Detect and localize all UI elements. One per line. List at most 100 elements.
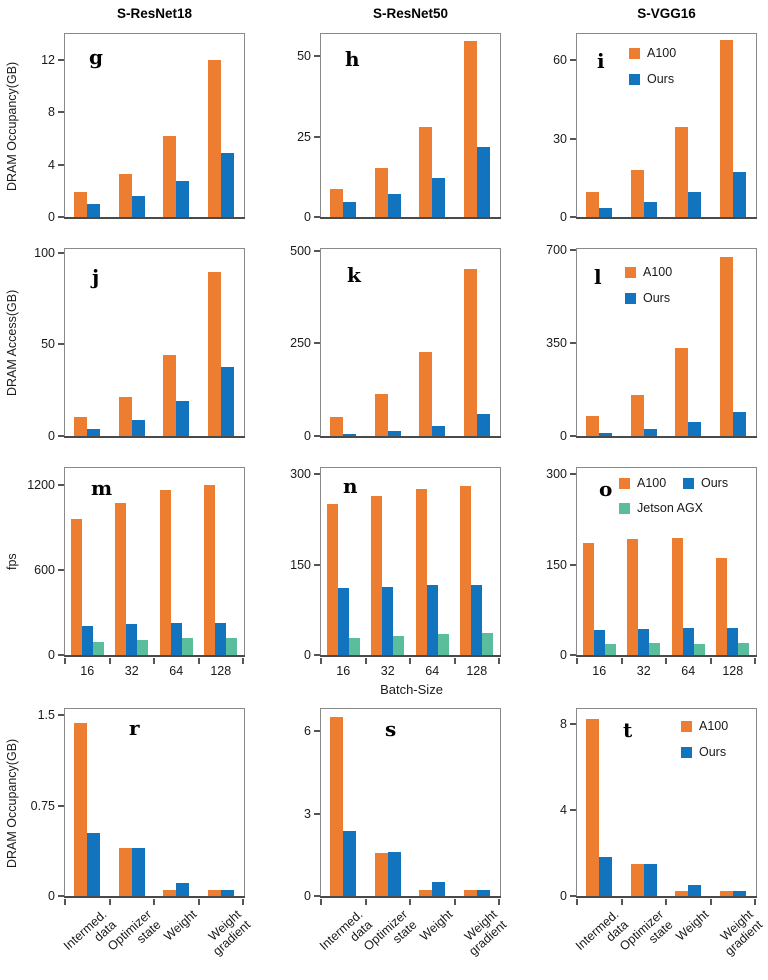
x-tick-label-rotated: Optimizer state <box>617 907 676 954</box>
legend-label: A100 <box>637 476 667 490</box>
y-tick-label: 300 <box>546 467 567 482</box>
bar-jetson-agx <box>181 638 193 656</box>
y-tick-mark <box>569 563 576 566</box>
subplot-h: S-ResNet50 0 25 50 h <box>256 0 512 236</box>
bar-ours <box>682 628 694 656</box>
bar-a100 <box>74 723 88 897</box>
x-axis-line <box>320 217 501 219</box>
legend-item-a100: A100 <box>619 476 666 490</box>
x-tick-mark <box>754 657 756 664</box>
bar-ours <box>220 367 234 437</box>
bar-a100 <box>163 354 177 437</box>
x-tick-mark <box>709 898 712 905</box>
subplot-k: 0 250 500 k <box>256 236 512 455</box>
bar-a100 <box>74 416 88 437</box>
y-tick-label: 0 <box>48 648 55 662</box>
bar-a100 <box>586 718 600 897</box>
y-tick-label: 0 <box>560 648 567 662</box>
panel-letter: h <box>345 47 360 71</box>
legend-item-ours: Ours <box>625 291 670 305</box>
y-tick-mark <box>57 216 64 218</box>
bar-ours <box>343 201 357 218</box>
legend-swatch-icon <box>619 502 630 514</box>
y-tick-mark <box>57 484 64 486</box>
x-tick-mark <box>242 657 244 664</box>
x-tick-label-rotated: Weight gradient <box>461 907 509 959</box>
bar-jetson-agx <box>437 633 449 656</box>
x-tick-label-rotated: Weight <box>672 907 711 944</box>
y-tick-mark <box>313 895 320 897</box>
y-tick-mark <box>569 137 576 140</box>
bar-ours <box>87 203 101 218</box>
x-tick-mark <box>453 898 456 905</box>
plot-area: 0 150 300 16 32 64 128 o A100 Ours Jetson AGX <box>546 467 757 677</box>
y-tick-label: 50 <box>297 49 311 64</box>
y-tick-mark <box>313 473 320 476</box>
subplot-r: DRAM Occupancy(GB) 0 0.75 1.5 Intermed. data… <box>0 696 256 980</box>
bar-a100 <box>330 416 344 437</box>
panel-letter: r <box>129 716 140 740</box>
subplot-l: 0 350 700 l A100 Ours <box>512 236 768 455</box>
y-tick-mark <box>313 216 320 218</box>
bar-a100 <box>719 890 733 897</box>
bar-ours <box>599 857 613 897</box>
subplot-n: 0 150 300 16 32 64 128 Batch-Size n <box>256 455 512 697</box>
y-tick-mark <box>569 249 576 252</box>
bar-a100 <box>719 40 733 218</box>
plot-area: 0 25 50 h <box>297 33 501 223</box>
bar-ours <box>643 863 657 897</box>
bar-ours <box>727 627 739 656</box>
x-tick-label: 16 <box>80 664 95 678</box>
y-tick-label: 3 <box>304 806 311 821</box>
legend-item-ours: Ours <box>681 745 726 759</box>
bar-a100 <box>627 538 639 656</box>
bar-a100 <box>675 126 689 218</box>
bar-ours <box>432 177 446 218</box>
bar-ours <box>732 890 746 897</box>
bar-ours <box>426 584 438 656</box>
bar-a100 <box>675 348 689 437</box>
y-tick-mark <box>313 563 320 566</box>
x-tick-mark <box>153 657 155 664</box>
bar-ours <box>732 172 746 218</box>
x-tick-label: 64 <box>425 664 440 678</box>
x-tick-mark <box>320 898 322 905</box>
plot-area: 0 350 700 l A100 Ours <box>546 244 757 442</box>
y-tick-mark <box>57 895 64 897</box>
chart-title: S-ResNet18 <box>116 6 193 21</box>
x-tick-mark <box>498 898 500 905</box>
x-tick-mark <box>498 657 500 664</box>
bar-ours <box>387 431 401 437</box>
bar-jetson-agx <box>137 639 149 656</box>
y-tick-label: 0 <box>48 210 55 224</box>
bar-ours <box>126 624 138 656</box>
y-tick-label: 500 <box>290 243 311 258</box>
y-tick-mark <box>57 163 64 166</box>
x-tick-label-rotated: Optimizer state <box>361 907 420 954</box>
subplot-t: 0 4 8 Intermed. data Optimizer state Weight We… <box>512 696 768 980</box>
y-tick-label: 250 <box>290 336 311 351</box>
bar-a100 <box>70 518 82 656</box>
x-tick-mark <box>620 898 623 905</box>
bar-ours <box>131 195 145 218</box>
legend-swatch-icon <box>681 746 692 758</box>
bar-ours <box>599 207 613 218</box>
legend-item-a100: A100 <box>629 46 676 60</box>
x-tick-mark <box>242 898 244 905</box>
bar-ours <box>131 419 145 437</box>
legend-label: A100 <box>643 265 673 279</box>
bar-a100 <box>118 847 132 897</box>
y-tick-mark <box>57 59 64 62</box>
panel-letter: k <box>347 263 361 287</box>
legend-item-jetson-agx: Jetson AGX <box>619 501 703 515</box>
x-axis-line <box>320 436 501 438</box>
bar-a100 <box>330 189 344 218</box>
legend-swatch-icon <box>629 73 640 85</box>
y-tick-label: 60 <box>553 53 567 68</box>
bar-jetson-agx <box>604 643 616 656</box>
y-tick-mark <box>57 654 64 656</box>
y-tick-label: 0 <box>560 210 567 224</box>
bar-a100 <box>582 542 594 656</box>
y-tick-mark <box>57 435 64 437</box>
bar-a100 <box>118 396 132 437</box>
